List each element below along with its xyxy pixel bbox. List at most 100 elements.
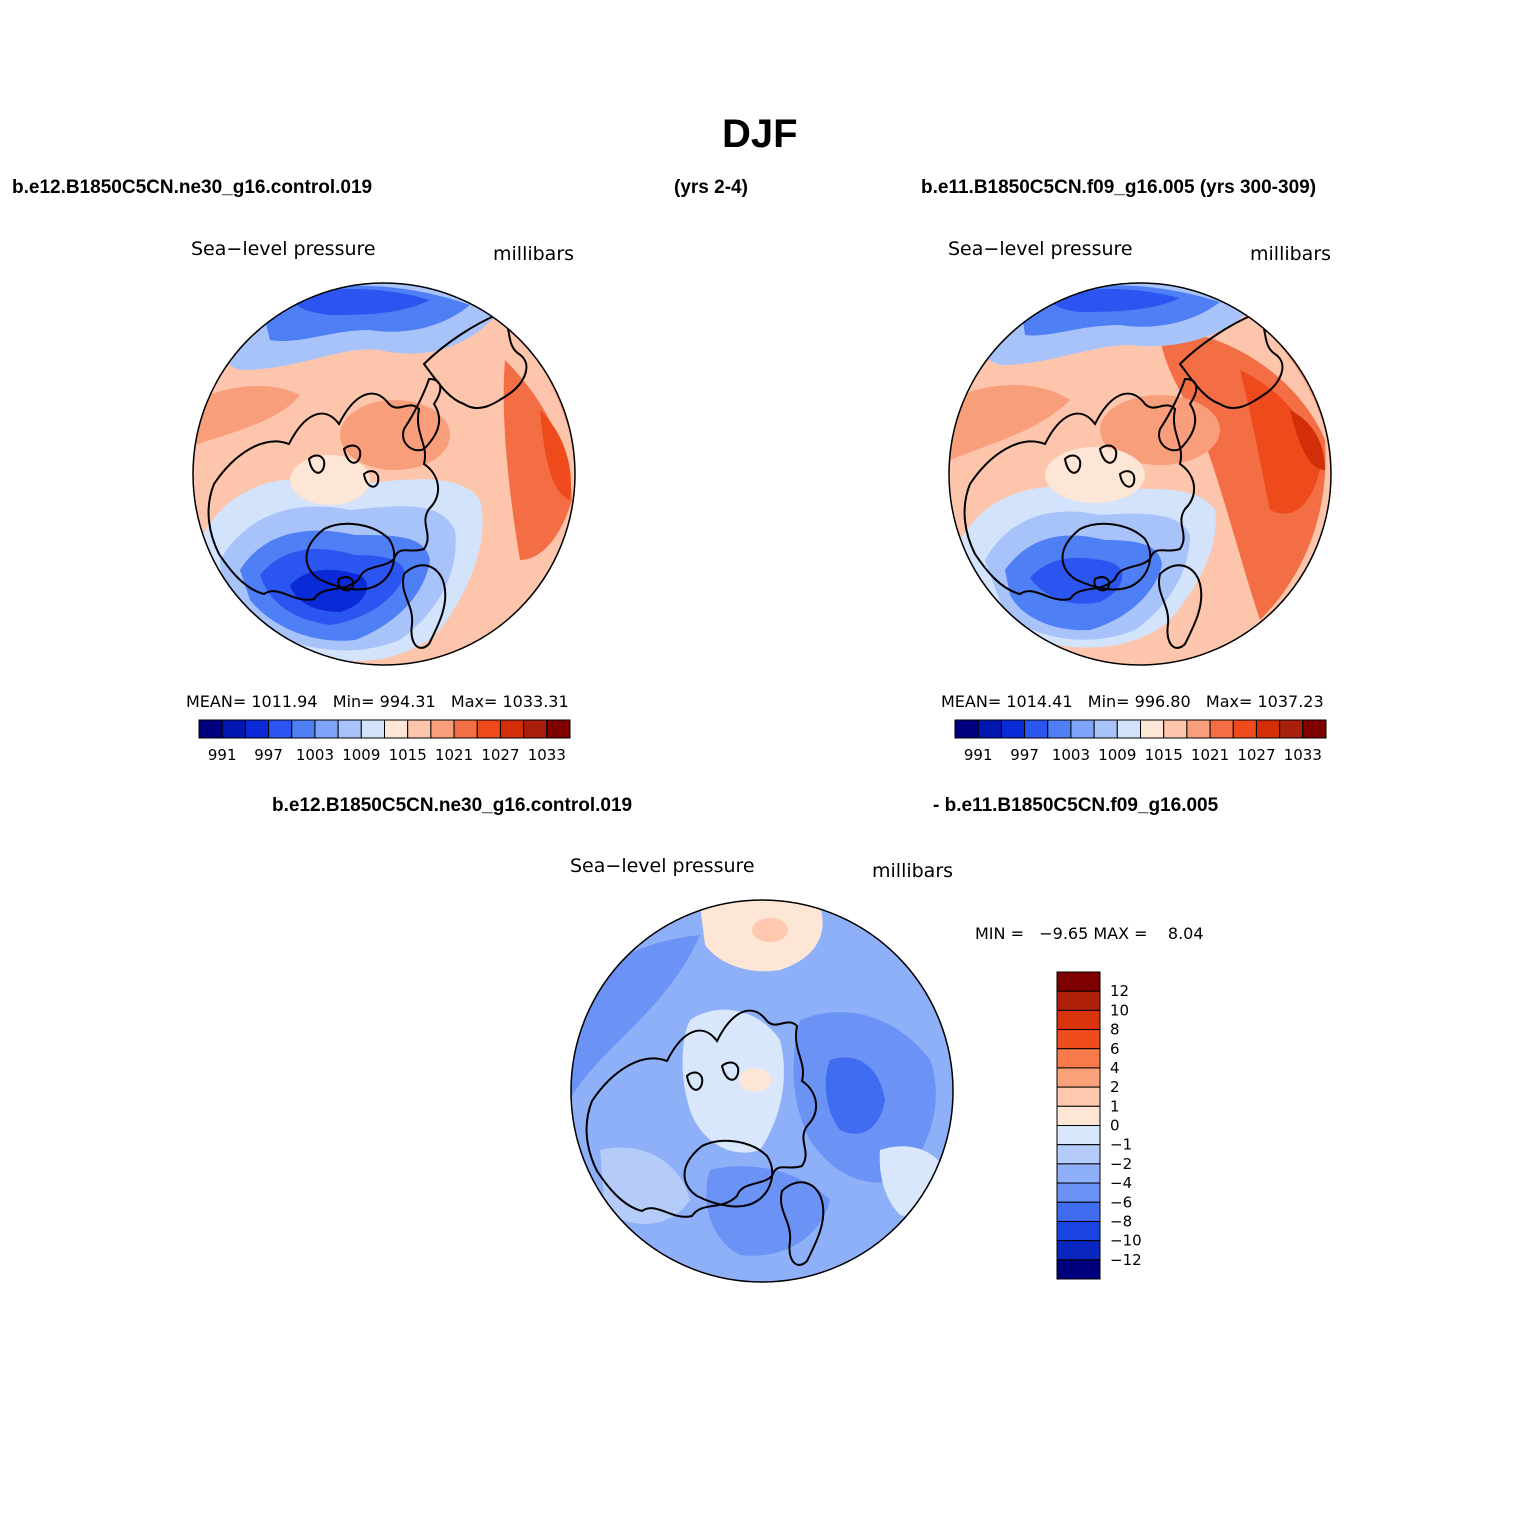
diff-colorbar-tick-label: 8 (1110, 1021, 1120, 1039)
panel2-colorbar-swatch (1116, 719, 1141, 739)
panel1-colorbar-tick-label: 1021 (435, 746, 473, 764)
panel1-colorbar-swatch (314, 719, 339, 739)
diff-colorbar-tick-label: −10 (1110, 1232, 1142, 1250)
panel2-colorbar-swatch (1232, 719, 1257, 739)
panel2-colorbar-tick-label: 1015 (1145, 746, 1183, 764)
panel1-colorbar-swatch (268, 719, 293, 739)
panel3-units-label: millibars (872, 860, 954, 882)
diff-colorbar-swatch (1056, 1048, 1101, 1069)
diff-colorbar-swatch (1056, 1067, 1101, 1088)
diff-colorbar-tick-label: 6 (1110, 1040, 1120, 1058)
panel3-minmax: MIN = −9.65 MAX = 8.04 (975, 924, 1204, 943)
panel2-colorbar-swatch (1255, 719, 1281, 739)
panel2-min-label: Min= (1087, 692, 1130, 711)
panel1-colorbar-swatch (546, 719, 571, 739)
diff-colorbar-swatch (1056, 1009, 1101, 1031)
panel2-max-label: Max= (1205, 692, 1253, 711)
panel2-colorbar-swatch (1302, 719, 1327, 739)
panel1-max-label: Max= (450, 692, 498, 711)
panel1-colorbar: 991 997 1003 1009 1015 1021 1027 1033 (198, 719, 571, 764)
panel1-colorbar-tick-label: 1003 (296, 746, 334, 764)
panel2-map (948, 282, 1332, 666)
panel1-min-label: Min= (332, 692, 375, 711)
diff-colorbar-tick-label: 4 (1110, 1059, 1120, 1077)
panel2-colorbar-swatch (977, 719, 1002, 739)
panel1-colorbar-swatch (499, 719, 525, 739)
panel2-colorbar-swatch (1140, 719, 1165, 739)
panel2-colorbar-tick-label: 997 (1010, 746, 1039, 764)
diff-colorbar-swatch (1056, 1182, 1101, 1203)
panel2-colorbar-swatch (1024, 719, 1049, 739)
panel2-colorbar-swatch (1093, 719, 1118, 739)
panel2-units-label: millibars (1250, 243, 1332, 265)
panel3-map (570, 899, 954, 1283)
panel1-colorbar-tick-label: 991 (208, 746, 237, 764)
panel1-mean-label: MEAN= (186, 692, 247, 711)
panel2-stats: MEAN= 1014.41 Min= 996.80 Max= 1037.23 (941, 692, 1324, 711)
panel1-colorbar-tick-label: 1027 (481, 746, 519, 764)
panel1-mean-value: 1011.94 (251, 692, 318, 711)
panel2-colorbar-tick-label: 1021 (1191, 746, 1229, 764)
diff-colorbar-swatch (1056, 1240, 1101, 1261)
panel2-mean-value: 1014.41 (1006, 692, 1073, 711)
diff-colorbar-tick-label: −12 (1110, 1251, 1142, 1269)
panel1-colorbar-tick-label: 1033 (528, 746, 566, 764)
diff-colorbar-tick-label: −6 (1110, 1193, 1132, 1211)
diff-colorbar-tick-label: −1 (1110, 1136, 1132, 1154)
diff-colorbar-swatch (1056, 1086, 1101, 1107)
panel1-colorbar-swatch (337, 719, 362, 739)
panel2-colorbar-tick-label: 1027 (1237, 746, 1275, 764)
panel2-colorbar-swatch (954, 719, 979, 739)
case1-name: b.e12.B1850C5CN.ne30_g16.control.019 (12, 177, 373, 198)
panel2-colorbar-swatch (1209, 719, 1234, 739)
panel2-colorbar-tick-label: 1003 (1052, 746, 1090, 764)
panel1-colorbar-tick-label: 1009 (342, 746, 380, 764)
panel1-units-label: millibars (493, 243, 575, 265)
diff-colorbar-swatch (1056, 1163, 1101, 1184)
diff-colorbar-tick-label: −8 (1110, 1212, 1132, 1230)
panel1-colorbar-swatch (523, 719, 548, 739)
diff-colorbar-swatch (1056, 1201, 1101, 1222)
diff-colorbar-tick-label: 12 (1110, 982, 1129, 1000)
panel1-colorbar-swatch (244, 719, 270, 739)
panel2-colorbar-tick-label: 1033 (1284, 746, 1322, 764)
case1-years: (yrs 2-4) (674, 177, 748, 198)
diff-colorbar-swatch (1056, 1029, 1101, 1050)
panel1-colorbar-tick-label: 997 (254, 746, 283, 764)
panel2-colorbar: 991 997 1003 1009 1015 1021 1027 1033 (954, 719, 1327, 764)
panel2-min-value: 996.80 (1134, 692, 1191, 711)
diff-colorbar-swatch (1056, 1125, 1101, 1146)
panel1-colorbar-swatch (453, 719, 478, 739)
figure-title: DJF (722, 112, 798, 156)
diff-case2-name: - b.e11.B1850C5CN.f09_g16.005 (933, 795, 1219, 816)
panel2-colorbar-swatch (1279, 719, 1304, 739)
case2-name: b.e11.B1850C5CN.f09_g16.005 (yrs 300-309… (921, 177, 1317, 198)
panel2-colorbar-tick-label: 991 (964, 746, 993, 764)
panel1-max-value: 1033.31 (502, 692, 569, 711)
panel2-colorbar-swatch (1047, 719, 1072, 739)
diff-colorbar-swatch (1056, 1105, 1101, 1126)
diff-colorbar-tick-label: 0 (1110, 1117, 1120, 1135)
panel1-colorbar-swatch (407, 719, 432, 739)
panel2-colorbar-swatch (1163, 719, 1188, 739)
diff-colorbar-swatch (1056, 1144, 1101, 1165)
panel1-map (192, 282, 576, 666)
diff-colorbar-tick-label: 2 (1110, 1078, 1120, 1096)
panel1-colorbar-swatch (384, 719, 409, 739)
diff-case1-name: b.e12.B1850C5CN.ne30_g16.control.019 (272, 795, 633, 816)
diff-colorbar-swatch (1056, 1259, 1101, 1280)
panel1-colorbar-swatch (221, 719, 246, 739)
diff-colorbar-tick-label: 10 (1110, 1001, 1129, 1019)
panel1-min-value: 994.31 (379, 692, 436, 711)
panel2-variable-label: Sea−level pressure (948, 238, 1133, 260)
panel1-colorbar-tick-label: 1015 (389, 746, 427, 764)
diff-colorbar-swatch (1056, 971, 1101, 992)
panel2-colorbar-swatch (1070, 719, 1095, 739)
diff-colorbar-tick-label: 1 (1110, 1097, 1120, 1115)
panel2-colorbar-swatch (1186, 719, 1211, 739)
diff-colorbar-tick-label: −2 (1110, 1155, 1132, 1173)
panel2-max-value: 1037.23 (1257, 692, 1324, 711)
diff-colorbar-swatch (1056, 1220, 1101, 1242)
panel1-colorbar-swatch (360, 719, 385, 739)
